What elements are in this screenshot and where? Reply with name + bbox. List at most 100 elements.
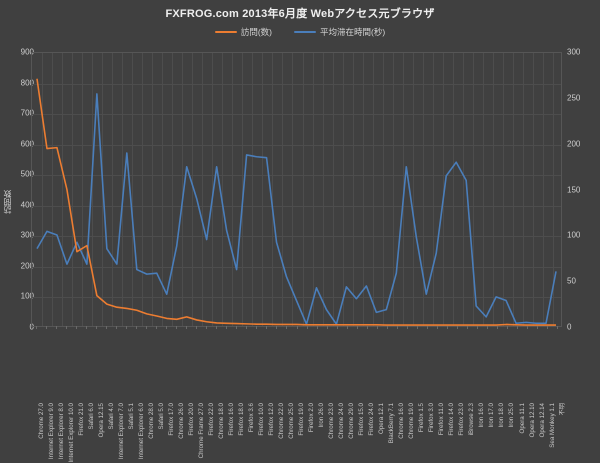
- x-axis-tickmark: [456, 326, 458, 329]
- gridline: [482, 53, 484, 326]
- gridline: [152, 53, 154, 326]
- x-axis-tick-label: Chrome 23.0: [328, 403, 336, 439]
- gridline: [452, 53, 454, 326]
- gridline: [82, 53, 84, 326]
- gridline: [262, 53, 264, 326]
- x-axis-tickmark: [386, 326, 388, 329]
- gridline: [32, 266, 561, 268]
- gridline: [182, 53, 184, 326]
- x-axis-tickmark: [46, 326, 48, 329]
- y2-axis-tick-label: 150: [567, 185, 581, 194]
- gridline: [432, 53, 434, 326]
- x-axis-tick-label: Firefox 18.0: [237, 403, 245, 436]
- x-axis-tick-label: Safari 4.0: [107, 403, 115, 430]
- x-axis-tickmark: [516, 326, 518, 329]
- x-axis-tickmark: [536, 326, 538, 329]
- x-axis-tick-label: Internet Explorer 6.0: [137, 403, 145, 460]
- gridline: [52, 53, 54, 326]
- x-axis-tickmark: [266, 326, 268, 329]
- series-lines: [36, 78, 557, 326]
- x-axis-tick-label: Firefox 15.0: [358, 403, 366, 436]
- x-axis-tick-label: Firefox 20.0: [187, 403, 195, 436]
- x-axis-tick-label: Firefox 11.0: [438, 403, 446, 436]
- x-axis-tickmark: [146, 326, 148, 329]
- x-axis-tickmark: [136, 326, 138, 329]
- gridline: [462, 53, 464, 326]
- x-axis-tickmark: [106, 326, 108, 329]
- x-axis-tickmark: [256, 326, 258, 329]
- gridline: [232, 53, 234, 326]
- legend-item-visits[interactable]: 訪問(数): [214, 26, 272, 38]
- x-axis-tick-label: Opera 12.15: [97, 403, 105, 438]
- gridline: [532, 53, 534, 326]
- x-axis-tickmark: [366, 326, 368, 329]
- x-axis-tickmark: [376, 326, 378, 329]
- gridline: [382, 53, 384, 326]
- x-axis-tick-label: Firefox 10.0: [258, 403, 266, 436]
- x-axis-tick-label: Iron 26.0: [318, 403, 326, 428]
- gridline: [322, 53, 324, 326]
- y-axis-tick-label: 600: [20, 139, 34, 149]
- gridline: [162, 53, 164, 326]
- x-axis-tickmark: [186, 326, 188, 329]
- x-axis-tick-label: Opera 12.1: [378, 403, 386, 434]
- x-axis-tickmark: [466, 326, 468, 329]
- x-axis-tick-label: Firefox 1.5: [418, 403, 426, 433]
- x-axis-tickmark: [556, 326, 558, 329]
- gridline: [472, 53, 474, 326]
- legend-item-avg-time[interactable]: 平均滞在時間(秒): [294, 26, 385, 38]
- y-axis-tick-label: 400: [20, 200, 34, 210]
- gridline: [222, 53, 224, 326]
- y2-axis-tick-label: 0: [567, 322, 572, 332]
- x-axis-tickmark: [96, 326, 98, 329]
- legend-swatch-avg-time: [294, 31, 316, 33]
- x-axis-tick-label: Iron 18.0: [498, 403, 506, 428]
- gridline: [32, 297, 561, 299]
- x-axis-tick-label: Chrome 28.0: [147, 403, 155, 439]
- x-axis-tick-label: Chrome 26.0: [177, 403, 185, 439]
- gridline: [552, 53, 554, 326]
- gridline: [122, 53, 124, 326]
- x-axis-tickmark: [66, 326, 68, 329]
- gridline: [522, 53, 524, 326]
- x-axis-tickmark: [436, 326, 438, 329]
- y2-axis-tick-label: 100: [567, 230, 581, 240]
- gridline: [62, 53, 64, 326]
- x-axis-tickmark: [356, 326, 358, 329]
- y-axis-tick-label: 500: [20, 169, 34, 179]
- x-axis-tickmark: [226, 326, 228, 329]
- gridline: [172, 53, 174, 326]
- x-axis-tickmark: [116, 326, 118, 329]
- x-axis-tickmark: [526, 326, 528, 329]
- x-axis-tick-label: Safari 5.0: [157, 403, 165, 430]
- gridline: [422, 53, 424, 326]
- x-axis-tickmark: [316, 326, 318, 329]
- gridline: [352, 53, 354, 326]
- gridline: [332, 53, 334, 326]
- plot-area: [31, 52, 562, 327]
- x-axis-tickmark: [196, 326, 198, 329]
- x-axis-tick-label: Internet Explorer 9.0: [47, 403, 55, 460]
- x-axis-tick-label: Chrome 24.0: [338, 403, 346, 439]
- y2-axis-tick-label: 300: [567, 47, 581, 57]
- x-axis-tickmark: [486, 326, 488, 329]
- y-axis-tick-label: 800: [20, 78, 34, 88]
- gridline: [32, 144, 561, 146]
- x-axis-labels: Chrome 27.0 Internet Explorer 9.0 Internet…: [31, 326, 566, 463]
- gridline: [302, 53, 304, 326]
- x-axis-tick-label: Chrome 25.0: [288, 403, 296, 439]
- x-axis-tickmark: [446, 326, 448, 329]
- x-axis-tick-label: Firefox 3.6: [248, 403, 255, 433]
- x-axis-tick-label: Iron 25.0: [508, 403, 516, 428]
- gridline: [202, 53, 204, 326]
- x-axis-tickmark: [176, 326, 178, 329]
- gridline: [32, 236, 561, 238]
- x-axis-tickmark: [156, 326, 158, 329]
- y2-axis-tick-label: 250: [567, 93, 581, 103]
- gridline: [72, 53, 74, 326]
- x-axis-tick-label: Internet Explorer 10.0: [67, 403, 75, 463]
- y2-axis-tick-label: 50: [567, 276, 576, 286]
- x-axis-tick-label: Iron 16.0: [478, 403, 486, 428]
- x-axis-tick-label: Firefox 14.0: [448, 403, 456, 436]
- gridline: [32, 175, 561, 177]
